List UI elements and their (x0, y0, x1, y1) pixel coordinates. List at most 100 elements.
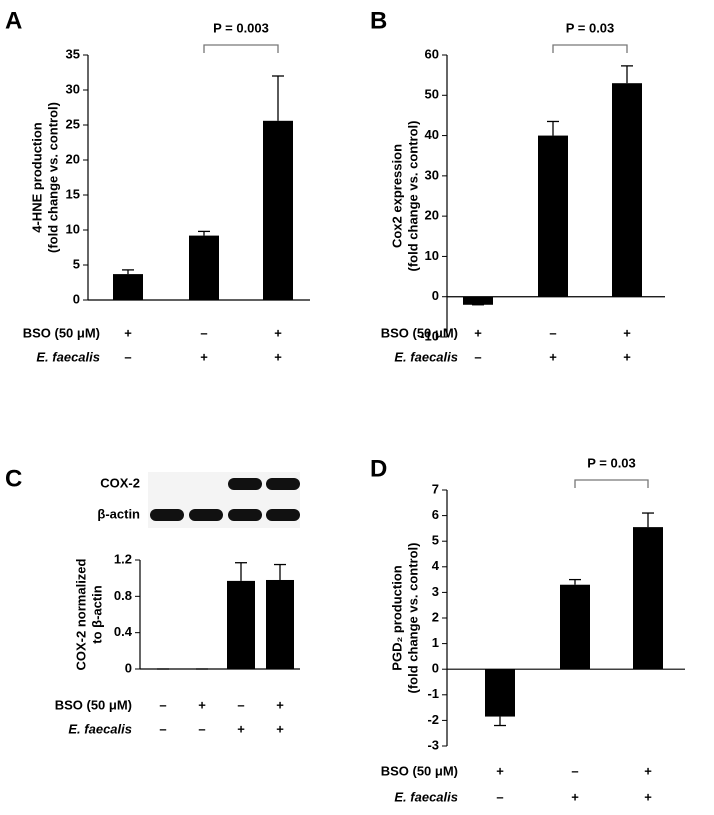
panel-letter: A (5, 7, 22, 34)
y-tick-label: 40 (425, 127, 439, 142)
condition-sign: + (644, 789, 652, 804)
bar (560, 584, 590, 670)
blot-label: β-actin (97, 506, 140, 521)
condition-sign: + (571, 789, 579, 804)
blot-band (266, 509, 300, 521)
condition-sign: + (496, 763, 504, 778)
error-bar (122, 269, 134, 275)
panel: D -3 -2 -1 0 1 2 3 4 5 6 7 PGD₂ production (fold chan… (370, 455, 685, 804)
condition-sign: + (274, 325, 282, 340)
condition-sign: – (549, 325, 556, 340)
error-bar (198, 230, 210, 236)
y-tick-label: 5 (73, 256, 80, 271)
panel: C 0 0.4 0.8 1.2 COX-2 normalized to β-actin BSO… (5, 465, 300, 736)
y-tick-label: 15 (66, 186, 80, 201)
condition-sign: – (200, 325, 207, 340)
y-axis-label: (fold change vs. control) (405, 543, 420, 694)
bar (189, 235, 219, 300)
condition-label: BSO (50 μM) (381, 325, 458, 340)
bar (633, 527, 663, 670)
y-axis-label: (fold change vs. control) (405, 121, 420, 272)
y-tick-label: 4 (432, 558, 440, 573)
condition-sign: – (159, 697, 166, 712)
condition-sign: + (623, 325, 631, 340)
significance-label: P = 0.03 (566, 20, 615, 35)
y-axis-label: 4-HNE production (29, 122, 44, 233)
blot-band (228, 509, 262, 521)
y-tick-label: 20 (425, 208, 439, 223)
condition-sign: + (474, 325, 482, 340)
bar (266, 579, 294, 669)
condition-sign: + (198, 697, 206, 712)
y-tick-label: 0 (432, 661, 439, 676)
condition-sign: + (237, 721, 245, 736)
y-tick-label: 0 (432, 288, 439, 303)
y-tick-label: 0.4 (114, 624, 133, 639)
panel: B -10 0 10 20 30 40 50 60 Cox2 expression (fold ch… (370, 7, 665, 364)
bar (538, 135, 568, 297)
condition-sign: + (623, 349, 631, 364)
error-bar (547, 120, 559, 136)
condition-label: E. faecalis (394, 349, 458, 364)
bar (485, 669, 515, 717)
bar (113, 274, 143, 300)
error-bar (642, 512, 654, 528)
y-tick-label: 20 (66, 151, 80, 166)
error-bar (274, 563, 286, 580)
western-blot: COX-2 β-actin (97, 472, 300, 528)
condition-sign: + (276, 721, 284, 736)
panel-letter: C (5, 465, 22, 492)
significance-bracket (203, 44, 279, 53)
condition-label: BSO (50 μM) (55, 697, 132, 712)
y-tick-label: 25 (66, 116, 80, 131)
y-tick-label: 0.8 (114, 588, 132, 603)
y-tick-label: 6 (432, 507, 439, 522)
bar (227, 580, 255, 669)
y-tick-label: -2 (427, 712, 439, 727)
significance-label: P = 0.03 (587, 455, 636, 470)
y-tick-label: 30 (66, 81, 80, 96)
panel-letter: B (370, 7, 387, 34)
condition-sign: – (159, 721, 166, 736)
y-axis-label: to β-actin (89, 585, 104, 644)
y-tick-label: -10 (420, 328, 439, 343)
y-tick-label: 60 (425, 46, 439, 61)
y-tick-label: 10 (425, 248, 439, 263)
condition-label: E. faecalis (36, 349, 100, 364)
blot-band (150, 509, 184, 521)
panel: A 0 5 10 15 20 25 30 35 4-HNE production (fold cha… (5, 7, 310, 364)
condition-sign: – (571, 763, 578, 778)
y-tick-label: -1 (427, 686, 439, 701)
condition-sign: + (200, 349, 208, 364)
error-bar (569, 578, 581, 585)
condition-sign: + (124, 325, 132, 340)
condition-sign: – (496, 789, 503, 804)
y-tick-label: 0 (73, 291, 80, 306)
error-bar (621, 65, 633, 84)
condition-label: E. faecalis (68, 721, 132, 736)
condition-sign: + (276, 697, 284, 712)
condition-sign: + (274, 349, 282, 364)
blot-label: COX-2 (100, 475, 140, 490)
significance-bracket (552, 44, 628, 53)
condition-sign: – (124, 349, 131, 364)
condition-sign: + (549, 349, 557, 364)
y-tick-label: 7 (432, 481, 439, 496)
y-axis-label: PGD₂ production (389, 565, 404, 670)
blot-band (189, 509, 223, 521)
y-tick-label: 1.2 (114, 551, 132, 566)
bar (463, 296, 493, 305)
panel-letter: D (370, 455, 387, 482)
y-tick-label: 35 (66, 46, 80, 61)
y-tick-label: 0 (125, 660, 132, 675)
y-tick-label: 10 (66, 221, 80, 236)
bar (263, 120, 293, 300)
error-bar (494, 716, 506, 727)
condition-sign: – (474, 349, 481, 364)
significance-bracket (574, 479, 649, 488)
blot-band (266, 478, 300, 490)
condition-sign: – (198, 721, 205, 736)
y-tick-label: 30 (425, 167, 439, 182)
condition-sign: – (237, 697, 244, 712)
